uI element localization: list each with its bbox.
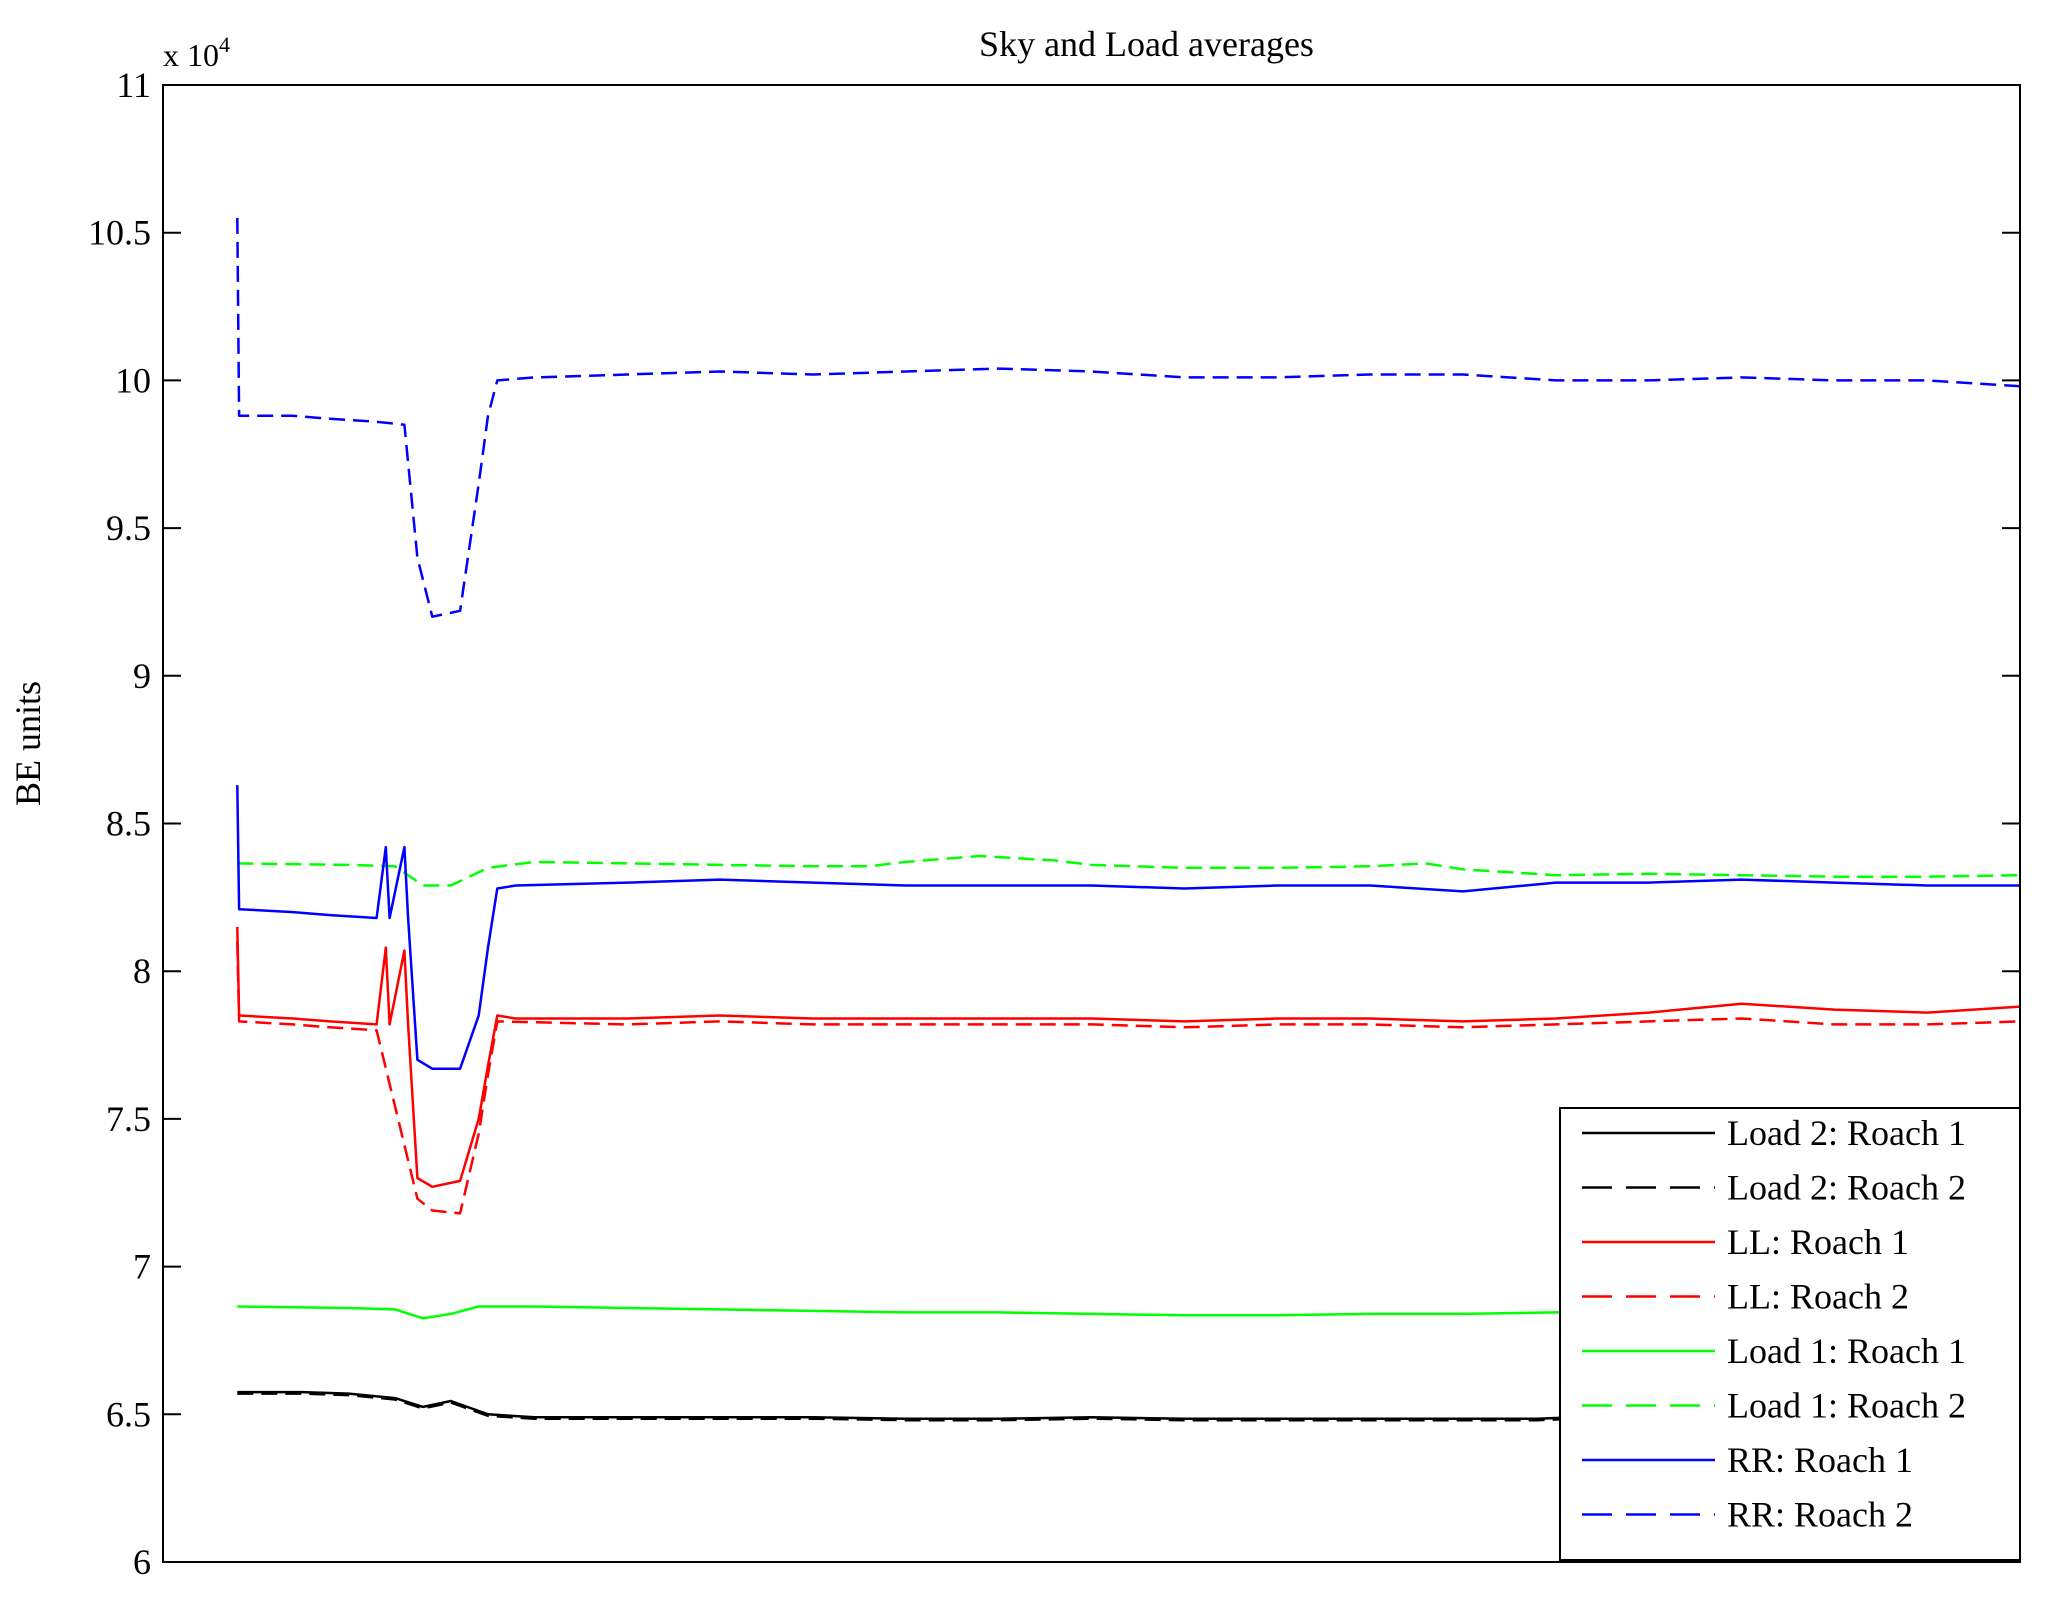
legend-label: Load 1: Roach 1 — [1727, 1331, 1966, 1371]
y-tick-label: 8.5 — [106, 804, 151, 844]
chart-title: Sky and Load averages — [979, 24, 1314, 64]
legend-label: Load 2: Roach 1 — [1727, 1113, 1966, 1153]
y-tick-label: 7 — [133, 1247, 151, 1287]
legend-label: Load 2: Roach 2 — [1727, 1168, 1966, 1208]
y-tick-label: 10.5 — [88, 213, 151, 253]
legend-label: RR: Roach 2 — [1727, 1495, 1913, 1535]
series-line-6 — [237, 854, 2021, 887]
series-line-4 — [236, 941, 2021, 1215]
legend: Load 2: Roach 1 Load 2: Roach 2 LL: Roach … — [1559, 1107, 2021, 1561]
y-tick-label: 9.5 — [106, 508, 151, 548]
series-line-5 — [237, 1305, 1760, 1320]
series-line-7 — [236, 785, 2020, 1070]
legend-label: RR: Roach 1 — [1727, 1440, 1913, 1480]
y-tick-label: 11 — [116, 65, 151, 105]
y-tick-label: 9 — [133, 656, 151, 696]
legend-box — [1559, 1107, 2021, 1561]
y-exponent-label: x 104 — [163, 32, 230, 73]
y-tick-label: 6.5 — [106, 1394, 151, 1434]
series-line-3 — [236, 926, 2021, 1189]
legend-label: Load 1: Roach 2 — [1727, 1386, 1966, 1426]
y-exponent-base: x 10 — [163, 37, 219, 73]
y-tick-label: 10 — [115, 360, 151, 400]
legend-label: LL: Roach 1 — [1727, 1222, 1909, 1262]
legend-label: LL: Roach 2 — [1727, 1277, 1909, 1317]
y-tick-label: 7.5 — [106, 1099, 151, 1139]
y-tick-label: 6 — [133, 1542, 151, 1582]
y-exponent-power: 4 — [219, 32, 230, 57]
y-tick-label: 8 — [133, 951, 151, 991]
ticks-layer: 6 6.5 7 7.5 8 8.5 9 9.5 10 10.5 11 — [88, 65, 2020, 1582]
y-axis-label: BE units — [8, 681, 48, 806]
series-line-8 — [236, 217, 2021, 618]
series-layer — [236, 217, 2021, 1422]
